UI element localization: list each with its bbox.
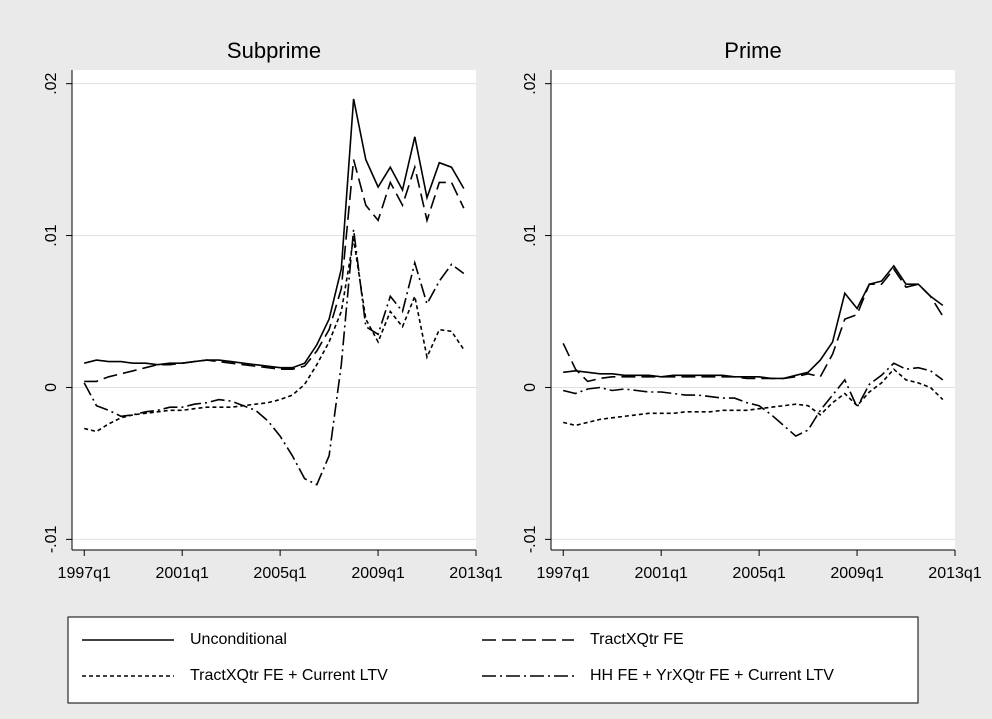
- legend-label: HH FE + YrXQtr FE + Current LTV: [590, 667, 834, 684]
- x-tick-label: 2001q1: [155, 565, 208, 582]
- legend-label: TractXQtr FE + Current LTV: [190, 667, 388, 684]
- series-line: [563, 362, 944, 438]
- x-tick-label: 1997q1: [58, 565, 111, 582]
- series-line: [562, 267, 944, 383]
- y-tick-label: .02: [43, 72, 60, 94]
- y-tick-label: .01: [43, 224, 60, 246]
- legend-label: TractXQtr FE: [590, 631, 684, 648]
- y-tick-label: 0: [522, 383, 539, 392]
- y-tick-label: 0: [43, 383, 60, 392]
- legend-box: [67, 616, 919, 704]
- y-tick-label: -.01: [43, 525, 60, 553]
- y-tick-label: -.01: [522, 525, 539, 553]
- x-tick-label: 1997q1: [537, 565, 590, 582]
- x-tick-label: 2009q1: [351, 565, 404, 582]
- series-line: [84, 98, 465, 369]
- x-tick-label: 2005q1: [253, 565, 306, 582]
- y-tick-label: .01: [522, 224, 539, 246]
- x-tick-label: 2005q1: [732, 565, 785, 582]
- series-line: [84, 238, 465, 433]
- x-tick-label: 2013q1: [449, 565, 502, 582]
- series-line: [83, 229, 465, 486]
- x-tick-label: 2009q1: [830, 565, 883, 582]
- x-tick-label: 2013q1: [928, 565, 981, 582]
- plot-area: [551, 70, 955, 550]
- series-line: [84, 159, 465, 383]
- x-tick-label: 2001q1: [634, 565, 687, 582]
- chart-title: Prime: [724, 38, 781, 63]
- y-tick-label: .02: [522, 72, 539, 94]
- legend-label: Unconditional: [190, 631, 287, 648]
- series-line: [563, 368, 944, 427]
- chart-title: Subprime: [227, 38, 321, 63]
- series-line: [563, 264, 944, 380]
